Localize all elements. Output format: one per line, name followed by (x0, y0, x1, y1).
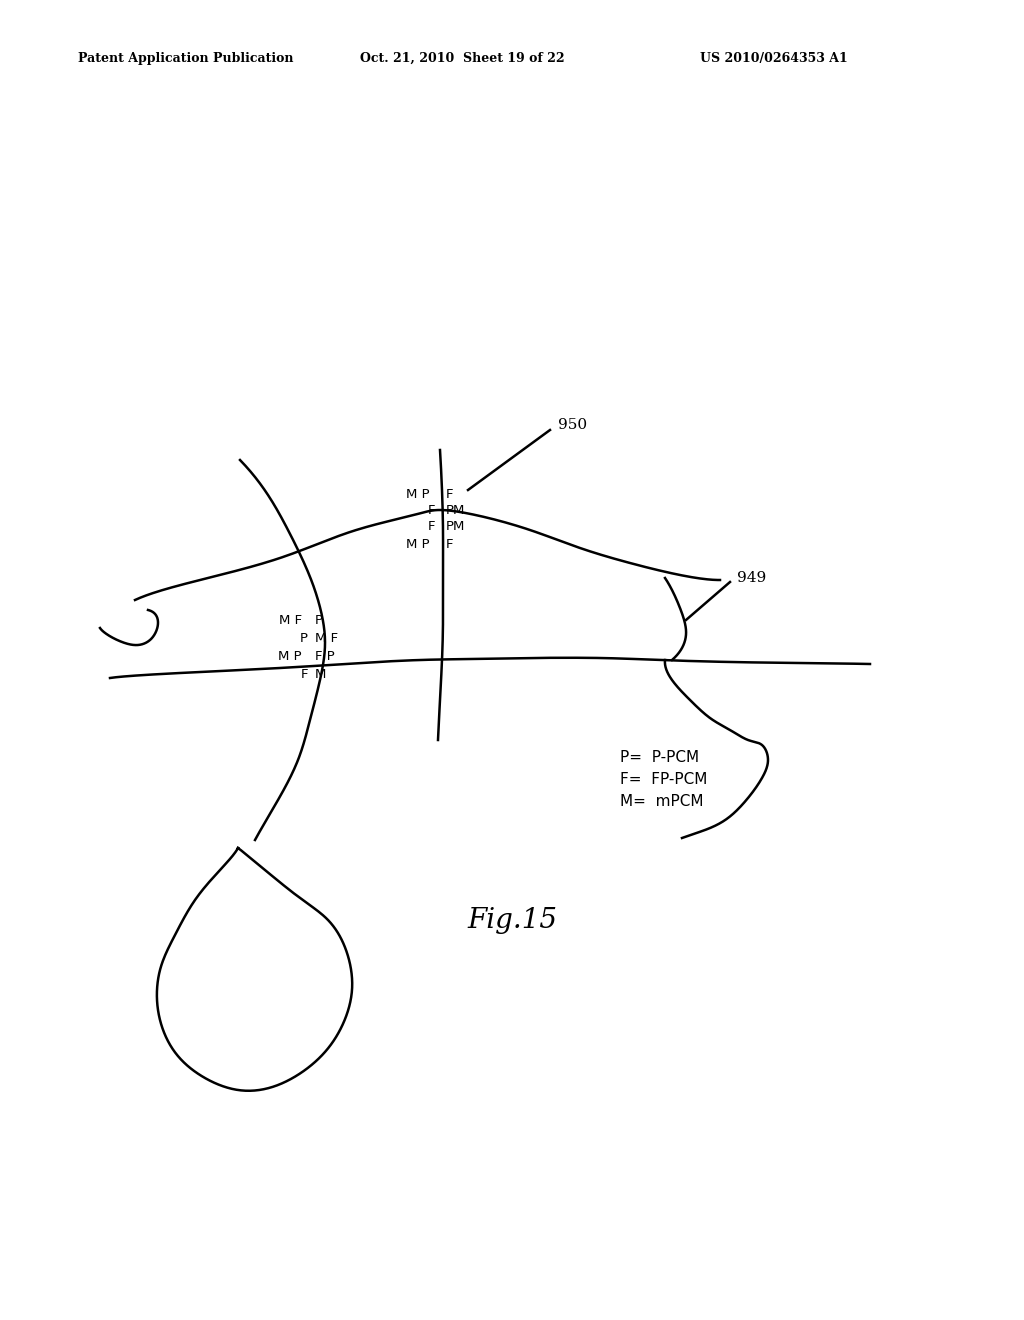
Text: 950: 950 (558, 418, 587, 432)
Text: PM: PM (446, 520, 465, 533)
Text: M P: M P (407, 487, 430, 500)
Text: M: M (315, 668, 327, 681)
Text: Oct. 21, 2010  Sheet 19 of 22: Oct. 21, 2010 Sheet 19 of 22 (360, 51, 564, 65)
Text: PM: PM (446, 503, 465, 516)
Text: M P: M P (279, 649, 302, 663)
Text: Patent Application Publication: Patent Application Publication (78, 51, 294, 65)
Text: F: F (300, 668, 308, 681)
Text: M P: M P (407, 537, 430, 550)
Text: F: F (446, 487, 454, 500)
Text: M F: M F (279, 614, 302, 627)
Text: 949: 949 (737, 572, 766, 585)
Text: P=  P-PCM: P= P-PCM (620, 750, 699, 766)
Text: P: P (300, 631, 308, 644)
Text: P: P (315, 614, 323, 627)
Text: US 2010/0264353 A1: US 2010/0264353 A1 (700, 51, 848, 65)
Text: F P: F P (315, 649, 335, 663)
Text: F: F (427, 503, 435, 516)
Text: F=  FP-PCM: F= FP-PCM (620, 772, 708, 787)
Text: F: F (446, 537, 454, 550)
Text: M F: M F (315, 631, 338, 644)
Text: M=  mPCM: M= mPCM (620, 795, 703, 809)
Text: Fig.15: Fig.15 (467, 907, 557, 933)
Text: F: F (427, 520, 435, 533)
